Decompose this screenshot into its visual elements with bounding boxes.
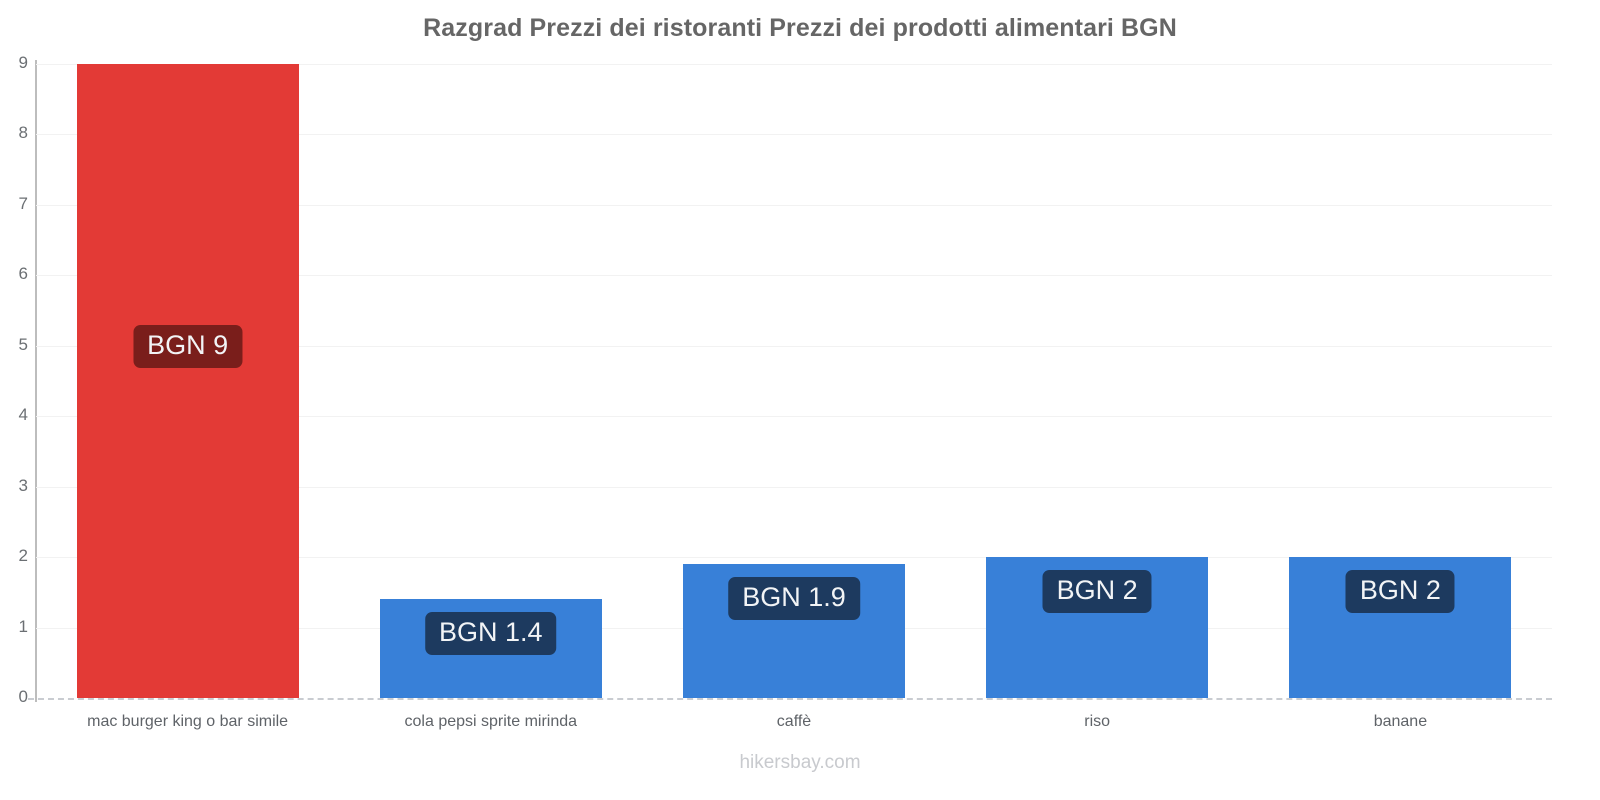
gridline xyxy=(36,345,1552,347)
bar[interactable] xyxy=(76,64,299,698)
y-tick-label: 1 xyxy=(18,616,28,636)
x-tick-label: cola pepsi sprite mirinda xyxy=(404,713,578,730)
bar-value-label: BGN 1.4 xyxy=(425,612,557,656)
x-tick-label: riso xyxy=(1084,713,1111,730)
y-tick-label: 7 xyxy=(18,193,28,213)
bar-value-label: BGN 9 xyxy=(133,325,243,368)
gridline xyxy=(36,486,1552,488)
gridline xyxy=(36,416,1552,418)
gridline xyxy=(28,698,1552,700)
bar-value-label: BGN 1.9 xyxy=(728,577,860,621)
y-tick-label: 6 xyxy=(18,264,28,284)
y-tick-label: 4 xyxy=(18,405,28,425)
y-tick-label: 9 xyxy=(18,53,28,72)
gridline xyxy=(36,275,1552,277)
y-axis-line xyxy=(35,60,37,702)
gridline xyxy=(36,204,1552,206)
bar-value-label: BGN 2 xyxy=(1042,570,1152,614)
y-tick-label: 0 xyxy=(18,687,28,706)
gridline xyxy=(36,134,1552,136)
x-tick-label: banane xyxy=(1373,713,1428,730)
gridline xyxy=(36,64,1552,65)
footer-source: hikersbay.com xyxy=(739,752,861,773)
chart-title: Razgrad Prezzi dei ristoranti Prezzi dei… xyxy=(423,14,1177,42)
gridline xyxy=(36,557,1552,559)
y-tick-label: 5 xyxy=(18,334,28,354)
y-tick-label: 3 xyxy=(18,475,28,495)
y-tick-label: 8 xyxy=(18,123,28,143)
y-tick-label: 2 xyxy=(18,546,28,566)
x-tick-label: caffè xyxy=(776,713,812,730)
bar-value-label: BGN 2 xyxy=(1345,570,1455,614)
x-tick-label: mac burger king o bar simile xyxy=(87,713,289,730)
